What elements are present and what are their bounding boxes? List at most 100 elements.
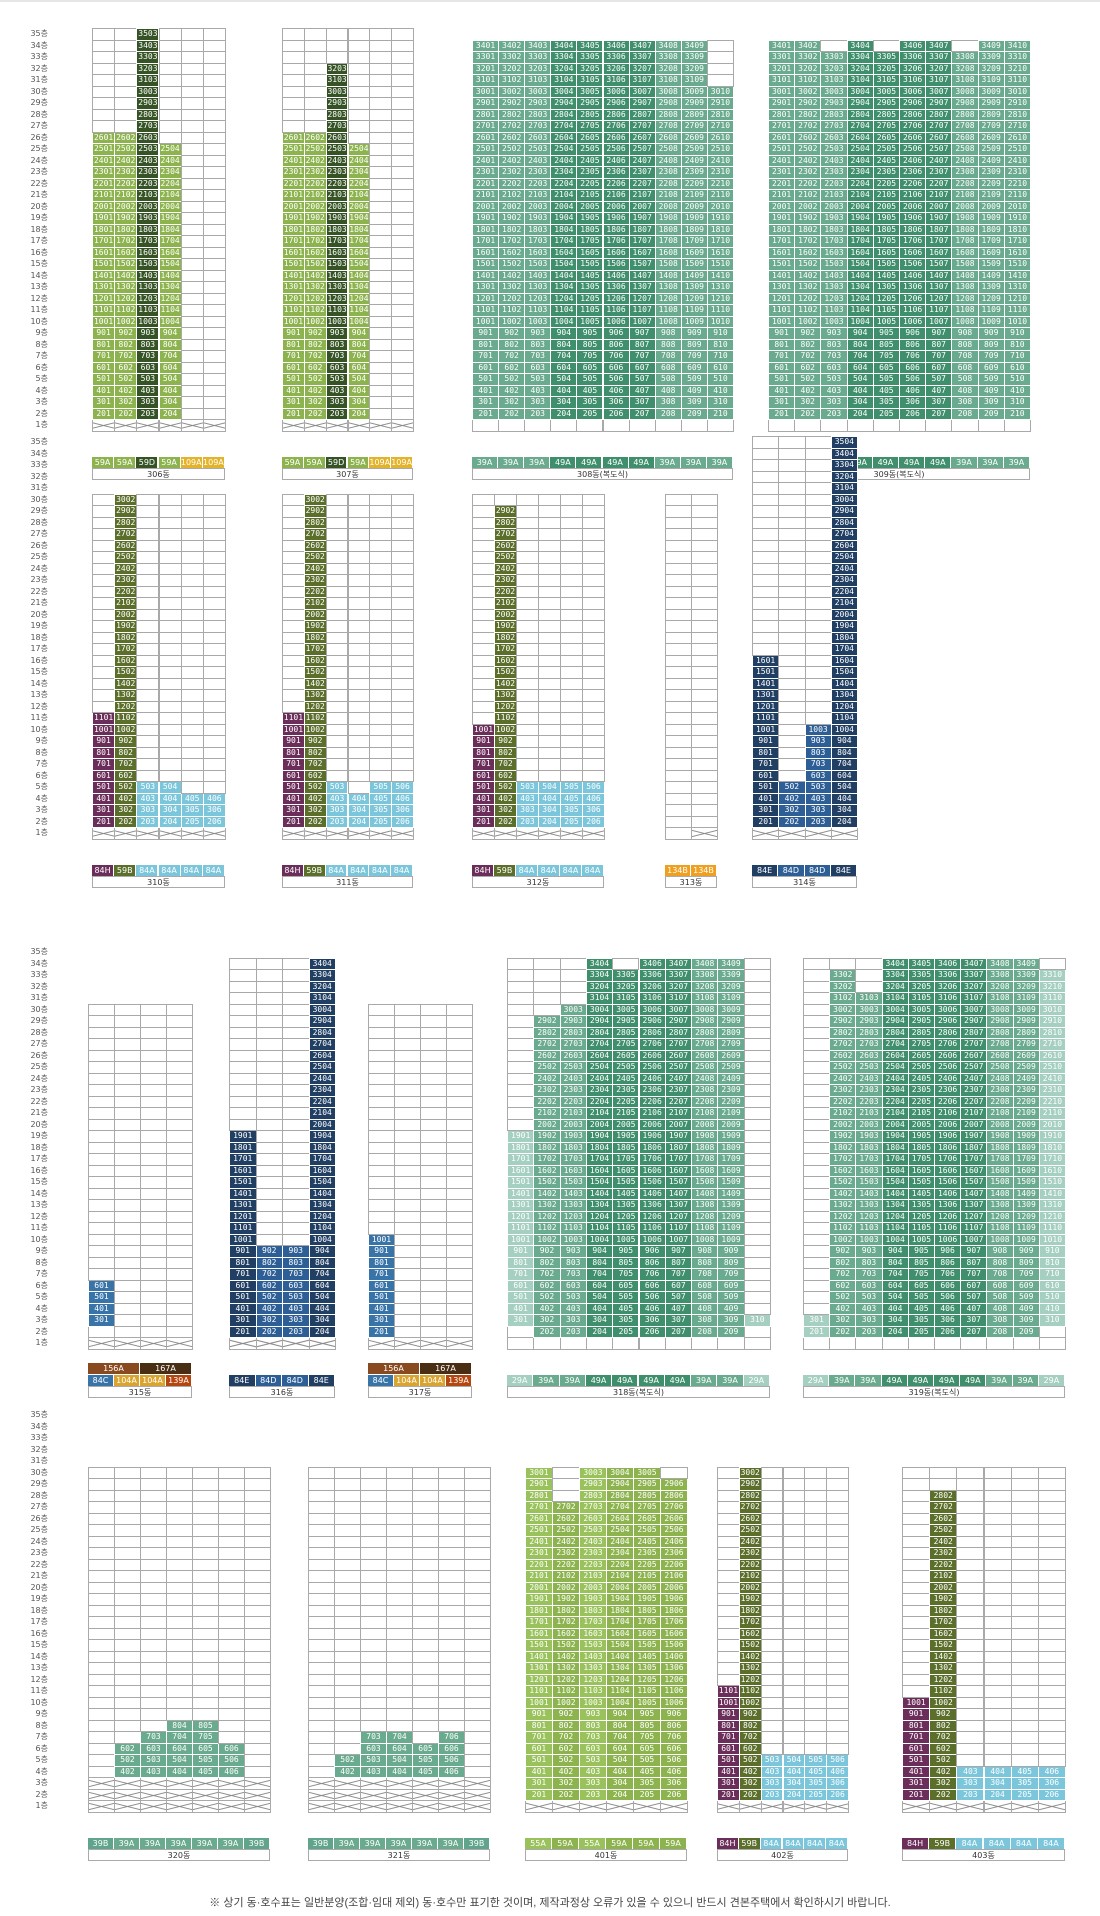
unit-cell-sale: 2304	[586, 1084, 613, 1097]
unit-cell-sale: 2202	[114, 586, 137, 599]
unit-cell-sale: 2408	[951, 155, 978, 168]
unit-cell	[464, 1697, 491, 1710]
unit-cell-sale: 3202	[794, 63, 821, 76]
unit-cell-excluded	[1011, 1800, 1039, 1813]
unit-type-tag: 84H	[282, 865, 304, 876]
unit-cell	[140, 1605, 167, 1618]
floor-label: 14층	[30, 1651, 48, 1662]
unit-cell	[88, 1234, 115, 1247]
unit-cell	[391, 540, 414, 553]
unit-cell	[826, 1524, 849, 1537]
unit-cell	[244, 1674, 271, 1687]
unit-cell	[181, 28, 204, 41]
unit-cell	[218, 1582, 245, 1595]
unit-cell	[560, 1337, 587, 1350]
unit-cell	[691, 678, 718, 691]
unit-cell	[761, 1662, 784, 1675]
unit-cell-sale: 1204	[831, 701, 858, 714]
unit-cell-sale: 603	[524, 362, 551, 375]
unit-cell	[391, 597, 414, 610]
unit-cell-sale: 805	[633, 1720, 661, 1733]
unit-cell-sale: 1605	[576, 247, 603, 260]
building-name: 310동	[92, 876, 225, 888]
unit-cell	[691, 1337, 718, 1350]
unit-cell-sale: 503	[140, 1754, 167, 1767]
unit-cell-excluded	[114, 1337, 141, 1350]
unit-cell	[744, 1303, 771, 1316]
unit-cell-sale: 2709	[1013, 1038, 1040, 1051]
unit-cell	[92, 597, 115, 610]
unit-cell	[282, 97, 305, 110]
unit-cell-sale: 2803	[579, 1490, 607, 1503]
unit-cell-sale: 1805	[633, 1605, 661, 1618]
unit-cell-sale: 1902	[739, 1593, 762, 1606]
unit-cell-sale: 3404	[847, 40, 874, 53]
unit-type-tag: 49A	[934, 1375, 960, 1386]
unit-cell-sale: 1101	[472, 304, 499, 317]
unit-cell-sale: 1204	[550, 293, 577, 306]
unit-cell	[140, 1314, 167, 1327]
unit-cell-sale: 402	[829, 1303, 856, 1316]
legend-317: 84C 104A 104A 139A	[368, 1375, 472, 1386]
unit-cell-sale: 2701	[525, 1501, 553, 1514]
unit-cell-sale: 2508	[986, 1061, 1013, 1074]
unit-cell	[334, 1662, 361, 1675]
unit-cell	[420, 1153, 447, 1166]
unit-cell	[181, 339, 204, 352]
unit-cell	[744, 1096, 771, 1109]
unit-cell-sale: 208	[986, 1326, 1013, 1339]
unit-cell-sale: 1305	[576, 281, 603, 294]
unit-cell-sale: 2103	[326, 189, 349, 202]
unit-cell	[92, 574, 115, 587]
unit-cell-sale: 2502	[304, 143, 327, 156]
unit-cell-sale: 1102	[304, 712, 327, 725]
unit-cell	[438, 1651, 465, 1664]
unit-cell	[282, 63, 305, 76]
unit-cell-sale: 2504	[159, 143, 182, 156]
unit-cell	[140, 1142, 167, 1155]
unit-cell	[582, 540, 605, 553]
unit-cell-sale: 1107	[629, 304, 656, 317]
unit-cell-sale: 2201	[768, 178, 795, 191]
unit-cell-sale: 207	[629, 408, 656, 421]
unit-cell-sale: 1807	[629, 224, 656, 237]
unit-cell-sale: 3103	[855, 992, 882, 1005]
unit-cell	[538, 517, 561, 530]
unit-cell-sale: 2704	[606, 1501, 634, 1514]
unit-cell	[304, 120, 327, 133]
unit-cell	[348, 540, 371, 553]
unit-cell-sale: 2507	[960, 1061, 987, 1074]
unit-cell-sale: 903	[136, 327, 159, 340]
unit-cell	[88, 1015, 115, 1028]
unit-cell-sale: 1304	[586, 1199, 613, 1212]
unit-cell	[446, 1211, 473, 1224]
unit-cell-sale: 601	[507, 1280, 534, 1293]
unit-cell	[192, 1547, 219, 1560]
unit-cell-sale: 2710	[707, 120, 734, 133]
unit-cell	[783, 1593, 806, 1606]
unit-cell-sale: 2509	[717, 1061, 744, 1074]
unit-cell-sale: 1001	[472, 316, 499, 329]
unit-cell	[717, 1662, 740, 1675]
unit-cell-excluded	[114, 1800, 141, 1813]
unit-cell-sale: 2804	[586, 1027, 613, 1040]
unit-cell-sale: 1107	[960, 1222, 987, 1235]
unit-cell-sale: 606	[218, 1743, 245, 1756]
floor-label: 3층	[36, 1314, 48, 1325]
unit-cell	[369, 655, 392, 668]
floor-label: 4층	[36, 1766, 48, 1777]
unit-cell-sale: 1909	[1013, 1130, 1040, 1143]
unit-cell-sale: 2202	[304, 586, 327, 599]
unit-cell	[394, 1096, 421, 1109]
unit-cell-sale: 1905	[633, 1593, 661, 1606]
unit-cell	[552, 1490, 580, 1503]
unit-cell	[665, 517, 692, 530]
unit-cell	[181, 109, 204, 122]
unit-cell-excluded	[244, 1800, 271, 1813]
unit-cell	[582, 528, 605, 541]
unit-cell	[368, 1050, 395, 1063]
unit-cell-sale: 2102	[739, 1570, 762, 1583]
unit-cell-sale: 2201	[92, 178, 115, 191]
unit-cell-sale: 2708	[691, 1038, 718, 1051]
unit-cell-sale: 1205	[633, 1674, 661, 1687]
